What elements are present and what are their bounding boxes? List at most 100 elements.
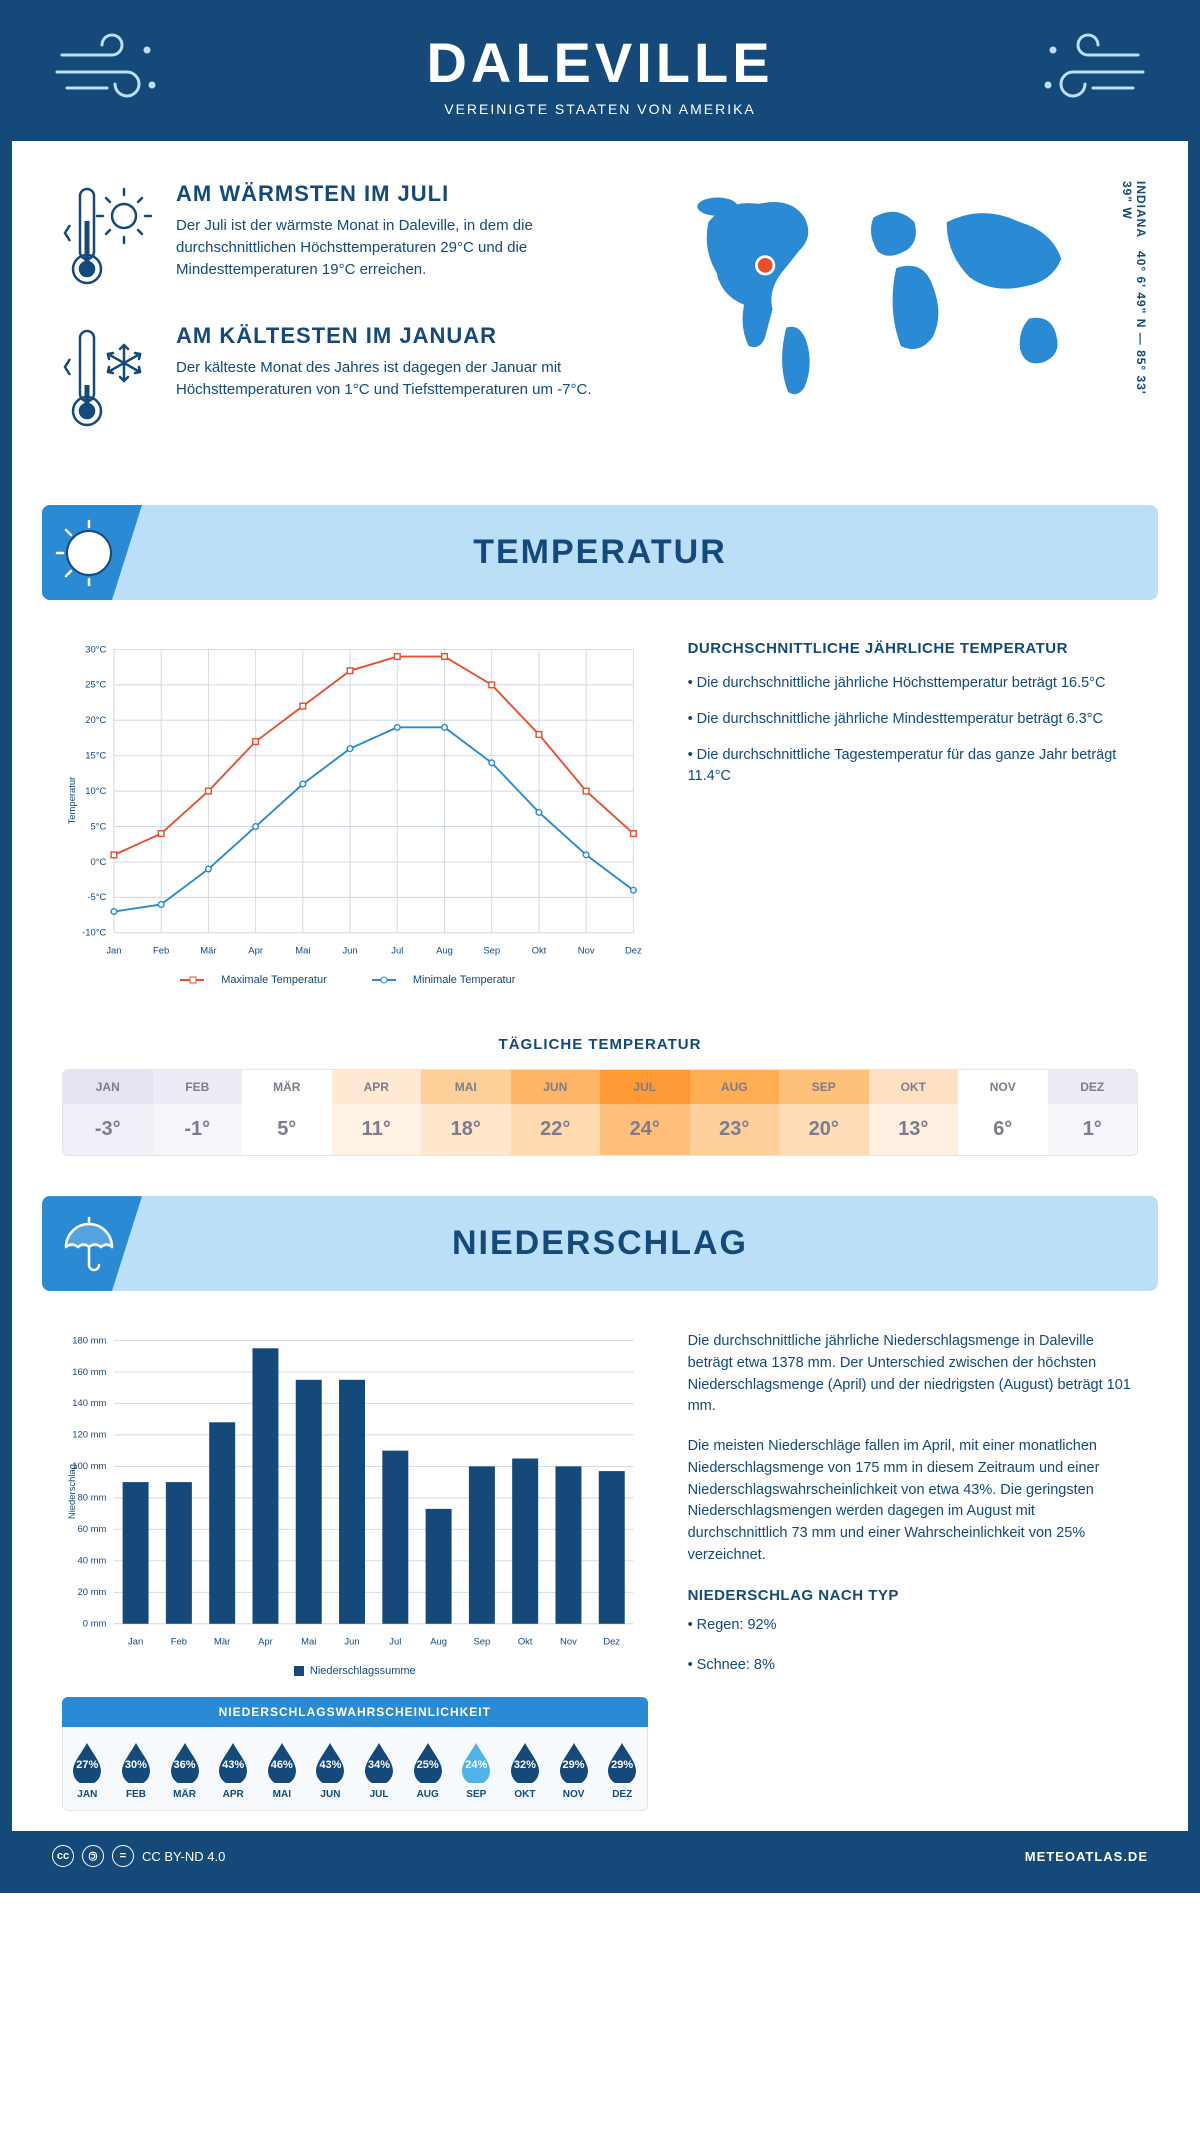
- svg-text:Dez: Dez: [625, 946, 642, 957]
- coldest-fact: AM KÄLTESTEN IM JANUAR Der kälteste Mona…: [62, 323, 605, 433]
- svg-text:Jul: Jul: [389, 1637, 401, 1648]
- temp-section-title: TEMPERATUR: [42, 533, 1158, 572]
- city-title: DALEVILLE: [12, 30, 1188, 95]
- sun-icon: [54, 518, 124, 588]
- temp-legend: Maximale Temperatur Minimale Temperatur: [62, 974, 648, 986]
- prob-cell: 46%MAI: [258, 1741, 307, 1800]
- precip-section-title: NIEDERSCHLAG: [42, 1224, 1158, 1263]
- precip-probability-strip: 27%JAN30%FEB36%MÄR43%APR46%MAI43%JUN34%J…: [62, 1727, 648, 1811]
- month-cell: MÄR5°: [242, 1070, 332, 1155]
- cold-title: AM KÄLTESTEN IM JANUAR: [176, 323, 605, 349]
- month-cell: FEB-1°: [153, 1070, 243, 1155]
- svg-text:Okt: Okt: [518, 1637, 533, 1648]
- svg-text:60 mm: 60 mm: [78, 1524, 107, 1535]
- svg-text:180 mm: 180 mm: [72, 1335, 106, 1346]
- svg-text:Mär: Mär: [214, 1637, 230, 1648]
- temp-summary: DURCHSCHNITTLICHE JÄHRLICHE TEMPERATUR •…: [688, 640, 1138, 986]
- nd-icon: =: [112, 1845, 134, 1867]
- wind-icon: [1028, 30, 1148, 110]
- raindrop-icon: 27%: [70, 1741, 104, 1783]
- prob-cell: 25%AUG: [403, 1741, 452, 1800]
- prob-cell: 36%MÄR: [160, 1741, 209, 1800]
- precip-banner: NIEDERSCHLAG: [42, 1196, 1158, 1291]
- by-icon: 🄯: [82, 1845, 104, 1867]
- wind-icon: [52, 30, 172, 110]
- month-cell: AUG23°: [690, 1070, 780, 1155]
- raindrop-icon: 29%: [605, 1741, 639, 1783]
- prob-cell: 24%SEP: [452, 1741, 501, 1800]
- svg-text:-10°C: -10°C: [82, 928, 106, 939]
- svg-text:Jun: Jun: [342, 946, 357, 957]
- prob-cell: 29%DEZ: [598, 1741, 647, 1800]
- svg-text:Jan: Jan: [128, 1637, 143, 1648]
- daily-temp-strip: JAN-3°FEB-1°MÄR5°APR11°MAI18°JUN22°JUL24…: [62, 1069, 1138, 1156]
- svg-text:-5°C: -5°C: [87, 892, 106, 903]
- overview-section: AM WÄRMSTEN IM JULI Der Juli ist der wär…: [12, 141, 1188, 495]
- svg-text:20°C: 20°C: [85, 715, 106, 726]
- svg-text:Niederschlag: Niederschlag: [67, 1464, 78, 1519]
- svg-text:Jan: Jan: [106, 946, 121, 957]
- raindrop-icon: 25%: [411, 1741, 445, 1783]
- prob-cell: 43%APR: [209, 1741, 258, 1800]
- svg-text:Jun: Jun: [344, 1637, 359, 1648]
- month-cell: JUN22°: [511, 1070, 601, 1155]
- warm-title: AM WÄRMSTEN IM JULI: [176, 181, 605, 207]
- svg-text:Temperatur: Temperatur: [67, 777, 78, 825]
- month-cell: OKT13°: [869, 1070, 959, 1155]
- month-cell: SEP20°: [779, 1070, 869, 1155]
- svg-text:Nov: Nov: [560, 1637, 577, 1648]
- svg-text:0°C: 0°C: [91, 857, 107, 868]
- precip-bar-chart: 0 mm20 mm40 mm60 mm80 mm100 mm120 mm140 …: [62, 1331, 648, 1677]
- svg-text:10°C: 10°C: [85, 786, 106, 797]
- month-cell: JAN-3°: [63, 1070, 153, 1155]
- month-cell: DEZ1°: [1048, 1070, 1138, 1155]
- cc-icon: cc: [52, 1845, 74, 1867]
- header: DALEVILLE VEREINIGTE STAATEN VON AMERIKA: [12, 12, 1188, 141]
- cold-text: Der kälteste Monat des Jahres ist dagege…: [176, 357, 605, 401]
- footer: cc 🄯 = CC BY-ND 4.0 METEOATLAS.DE: [12, 1831, 1188, 1881]
- precip-type-title: NIEDERSCHLAG NACH TYP: [688, 1585, 1138, 1608]
- month-cell: APR11°: [332, 1070, 422, 1155]
- svg-text:0 mm: 0 mm: [83, 1619, 107, 1630]
- month-cell: MAI18°: [421, 1070, 511, 1155]
- raindrop-icon: 32%: [508, 1741, 542, 1783]
- month-cell: NOV6°: [958, 1070, 1048, 1155]
- prob-cell: 34%JUL: [355, 1741, 404, 1800]
- raindrop-icon: 24%: [459, 1741, 493, 1783]
- thermometer-hot-icon: [62, 181, 152, 291]
- thermometer-cold-icon: [62, 323, 152, 433]
- world-map: [645, 181, 1138, 401]
- raindrop-icon: 30%: [119, 1741, 153, 1783]
- site-name: METEOATLAS.DE: [1025, 1849, 1148, 1864]
- precip-summary: Die durchschnittliche jährliche Niedersc…: [688, 1331, 1138, 1811]
- prob-cell: 29%NOV: [549, 1741, 598, 1800]
- raindrop-icon: 43%: [216, 1741, 250, 1783]
- daily-temp-title: TÄGLICHE TEMPERATUR: [12, 1036, 1188, 1053]
- svg-text:Apr: Apr: [248, 946, 263, 957]
- temp-summary-title: DURCHSCHNITTLICHE JÄHRLICHE TEMPERATUR: [688, 640, 1138, 657]
- month-cell: JUL24°: [600, 1070, 690, 1155]
- bar-legend: Niederschlagssumme: [62, 1665, 648, 1677]
- warm-text: Der Juli ist der wärmste Monat in Dalevi…: [176, 215, 605, 280]
- raindrop-icon: 29%: [557, 1741, 591, 1783]
- svg-text:15°C: 15°C: [85, 751, 106, 762]
- svg-text:140 mm: 140 mm: [72, 1398, 106, 1409]
- svg-text:Mai: Mai: [301, 1637, 316, 1648]
- raindrop-icon: 34%: [362, 1741, 396, 1783]
- temperature-banner: TEMPERATUR: [42, 505, 1158, 600]
- raindrop-icon: 36%: [168, 1741, 202, 1783]
- svg-text:Feb: Feb: [153, 946, 169, 957]
- svg-text:40 mm: 40 mm: [78, 1556, 107, 1567]
- prob-cell: 32%OKT: [501, 1741, 550, 1800]
- temperature-line-chart: -10°C-5°C0°C5°C10°C15°C20°C25°C30°CJanFe…: [62, 640, 648, 986]
- svg-text:Okt: Okt: [532, 946, 547, 957]
- svg-text:Apr: Apr: [258, 1637, 273, 1648]
- prob-cell: 30%FEB: [112, 1741, 161, 1800]
- svg-text:80 mm: 80 mm: [78, 1493, 107, 1504]
- svg-text:Nov: Nov: [578, 946, 595, 957]
- svg-text:5°C: 5°C: [91, 821, 107, 832]
- svg-text:160 mm: 160 mm: [72, 1367, 106, 1378]
- prob-title: NIEDERSCHLAGSWAHRSCHEINLICHKEIT: [62, 1697, 648, 1727]
- raindrop-icon: 43%: [313, 1741, 347, 1783]
- svg-text:Aug: Aug: [436, 946, 453, 957]
